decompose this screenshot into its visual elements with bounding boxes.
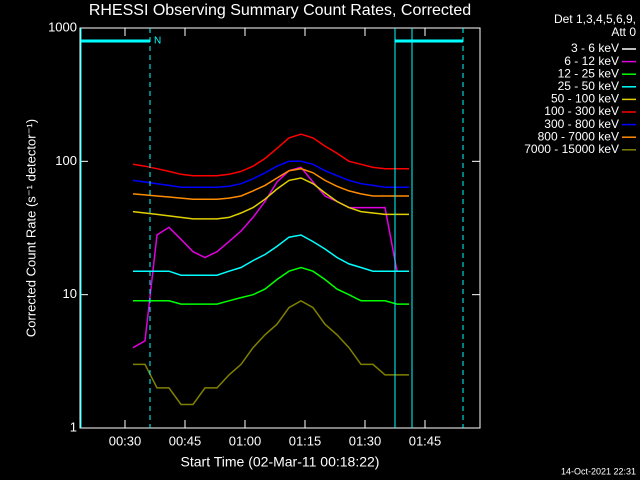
series-line bbox=[132, 160, 409, 188]
y-axis-label: Corrected Count Rate (s⁻¹ detector⁻¹) bbox=[23, 119, 38, 337]
y-tick-label: 1 bbox=[70, 419, 77, 434]
y-tick-label: 10 bbox=[63, 286, 77, 301]
x-tick-label: 00:45 bbox=[169, 433, 202, 448]
y-tick-label: 1000 bbox=[48, 19, 77, 34]
series-line bbox=[132, 154, 409, 342]
series-line bbox=[132, 133, 409, 177]
x-tick-label: 01:15 bbox=[289, 433, 322, 448]
legend-header: Att 0 bbox=[611, 25, 636, 39]
series-line bbox=[132, 166, 409, 349]
plot-frame bbox=[79, 27, 481, 429]
legend-label: 12 - 25 keV bbox=[558, 66, 619, 80]
legend-label: 300 - 800 keV bbox=[544, 117, 619, 131]
legend-label: 25 - 50 keV bbox=[558, 79, 619, 93]
legend-label: 6 - 12 keV bbox=[564, 54, 619, 68]
x-tick-label: 00:30 bbox=[109, 433, 142, 448]
legend-header: Det 1,3,4,5,6,9, bbox=[554, 12, 636, 26]
series-line bbox=[132, 167, 409, 200]
legend-label: 100 - 300 keV bbox=[544, 104, 619, 118]
series-line bbox=[133, 266, 409, 305]
legend-label: 50 - 100 keV bbox=[551, 92, 619, 106]
timestamp: 14-Oct-2021 22:31 bbox=[561, 466, 636, 476]
series-line bbox=[133, 299, 409, 406]
x-tick-label: 01:30 bbox=[349, 433, 382, 448]
chart-title: RHESSI Observing Summary Count Rates, Co… bbox=[89, 2, 471, 19]
series-line bbox=[132, 177, 409, 220]
y-tick-label: 100 bbox=[55, 153, 77, 168]
x-axis-label: Start Time (02-Mar-11 00:18:22) bbox=[181, 454, 380, 470]
legend-label: 800 - 7000 keV bbox=[538, 129, 619, 143]
legend-label: 7000 - 15000 keV bbox=[524, 142, 619, 156]
x-tick-label: 01:00 bbox=[229, 433, 262, 448]
x-tick-label: 01:45 bbox=[409, 433, 442, 448]
legend-label: 3 - 6 keV bbox=[571, 41, 619, 55]
series-line bbox=[133, 234, 409, 276]
night-label: N bbox=[154, 36, 161, 47]
